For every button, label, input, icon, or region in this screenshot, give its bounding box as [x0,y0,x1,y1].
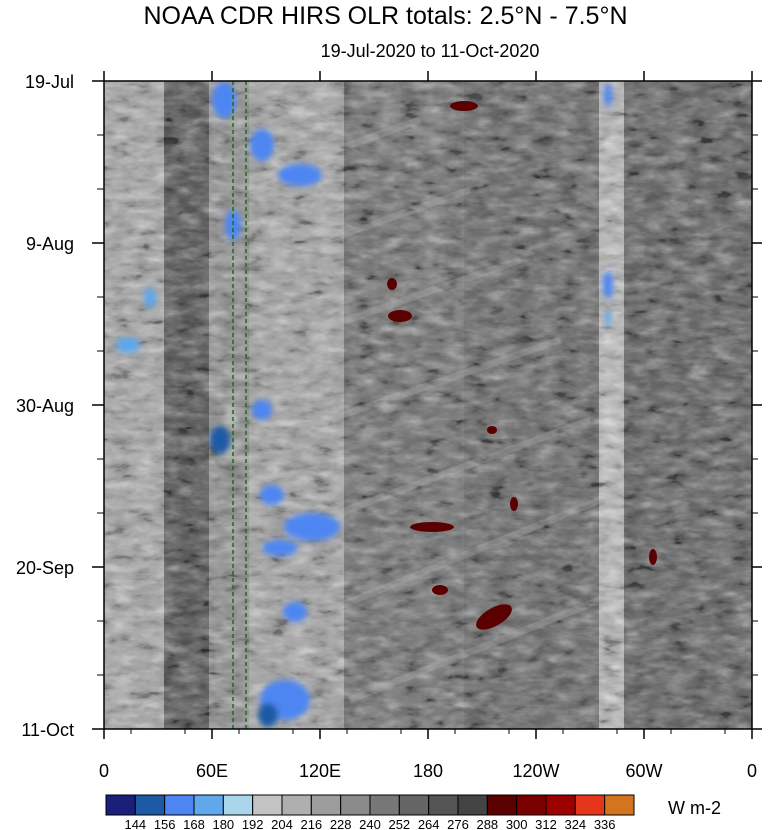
colorbar-swatch [105,794,136,816]
colorbar-label: 192 [242,817,264,830]
colorbar-label: 204 [271,817,293,830]
colorbar-label: 156 [154,817,176,830]
reference-lines [232,81,247,729]
x-tick-label: 0 [99,761,109,781]
colorbar-label: 252 [388,817,410,830]
colorbar-swatch [574,794,606,816]
x-tick-label: 60E [196,761,228,781]
y-tick-label: 11-Oct [21,720,74,740]
colorbar-swatch [281,794,312,816]
x-tick-label: 180 [413,761,443,781]
colorbar-swatch [222,794,254,816]
x-axis: 0 60E 120E 180 120W 60W 0 [99,71,757,781]
units-label: W m-2 [668,798,721,818]
x-tick-label: 120W [512,761,559,781]
colorbar-label: 216 [300,817,322,830]
colorbar-swatch [134,794,166,816]
colorbar-swatch [252,794,283,816]
chart-subtitle: 19-Jul-2020 to 11-Oct-2020 [320,41,540,61]
colorbar-label: 288 [476,817,498,830]
colorbar-swatch [457,794,488,816]
x-tick-label: 120E [299,761,341,781]
colorbar-swatch [545,794,576,816]
colorbar-label: 324 [564,817,586,830]
colorbar-swatch [604,794,635,816]
y-tick-label: 9-Aug [26,234,74,254]
chart-title: NOAA CDR HIRS OLR totals: 2.5°N - 7.5°N [143,2,628,30]
colorbar-label: 264 [418,817,440,830]
colorbar-label: 180 [212,817,234,830]
colorbar-label: 228 [330,817,352,830]
colorbar-label: 276 [447,817,469,830]
colorbar-label: 144 [124,817,146,830]
colorbar-label: 300 [506,817,528,830]
y-tick-label: 20-Sep [16,558,74,578]
colorbar-swatch [486,794,518,816]
y-tick-label: 19-Jul [25,72,74,92]
colorbar-swatch [398,794,430,816]
colorbar-swatch [369,794,400,816]
colorbar-label: 240 [359,817,381,830]
colorbar-swatch [164,794,195,816]
colorbar: 144 156 168 180 192 204 216 228 240 252 264 276 288 3… [105,794,635,830]
x-tick-label: 60W [625,761,662,781]
y-axis: 19-Jul 9-Aug 30-Aug 20-Sep 11-Oct [16,72,762,740]
colorbar-swatch [340,794,371,816]
y-tick-label: 30-Aug [16,396,74,416]
colorbar-label: 336 [594,817,616,830]
colorbar-swatch [516,794,547,816]
colorbar-swatch [310,794,342,816]
colorbar-swatch [428,794,459,816]
colorbar-label: 312 [535,817,557,830]
olr-field [104,81,752,729]
x-tick-label: 0 [747,761,757,781]
colorbar-swatch [193,794,224,816]
colorbar-label: 168 [183,817,205,830]
